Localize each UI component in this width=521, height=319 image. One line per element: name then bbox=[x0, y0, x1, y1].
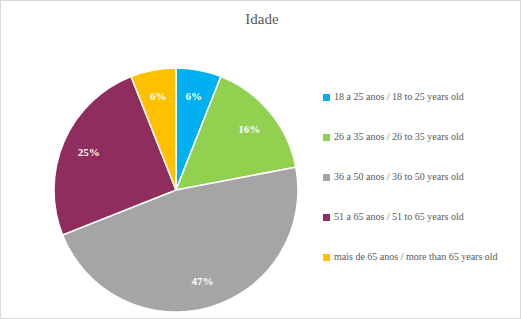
legend-swatch bbox=[323, 94, 330, 101]
legend-label: 51 a 65 anos / 51 to 65 years old bbox=[334, 211, 464, 222]
data-label: 47% bbox=[192, 275, 214, 287]
legend-swatch bbox=[323, 214, 330, 221]
legend-label-line: 51 a 65 anos / 51 to 65 years old bbox=[334, 211, 464, 222]
legend-label: mais de 65 anos / more than 65 years old bbox=[334, 251, 498, 262]
legend: 18 a 25 anos / 18 to 25 years old 26 a 35… bbox=[323, 91, 498, 262]
data-label: 6% bbox=[186, 90, 203, 102]
chart-title: Idade bbox=[245, 11, 279, 27]
pie bbox=[54, 68, 298, 312]
data-label: 25% bbox=[78, 146, 100, 158]
data-label: 16% bbox=[238, 123, 260, 135]
legend-label-line: 36 a 50 anos / 36 to 50 years old bbox=[334, 171, 464, 182]
legend-swatch bbox=[323, 134, 330, 141]
legend-label: 26 a 35 anos / 26 to 35 years old bbox=[334, 131, 464, 142]
pie-slice bbox=[54, 77, 176, 235]
legend-label: 36 a 50 anos / 36 to 50 years old bbox=[334, 171, 464, 182]
legend-label: 18 a 25 anos / 18 to 25 years old bbox=[334, 91, 464, 102]
legend-swatch bbox=[323, 174, 330, 181]
chart: Idade 6% 16% 47% 25% 6% 18 a 25 anos / 18 to 2… bbox=[0, 0, 521, 319]
legend-label-line: 26 a 35 anos / 26 to 35 years old bbox=[334, 131, 464, 142]
legend-label-line: mais de 65 anos / more than 65 years old bbox=[334, 251, 498, 262]
data-labels: 6% 16% 47% 25% 6% bbox=[78, 90, 261, 287]
pie-slice bbox=[131, 68, 176, 190]
legend-label-line: 18 a 25 anos / 18 to 25 years old bbox=[334, 91, 464, 102]
chart-frame bbox=[1, 1, 521, 319]
legend-swatch bbox=[323, 254, 330, 261]
data-label: 6% bbox=[150, 90, 167, 102]
